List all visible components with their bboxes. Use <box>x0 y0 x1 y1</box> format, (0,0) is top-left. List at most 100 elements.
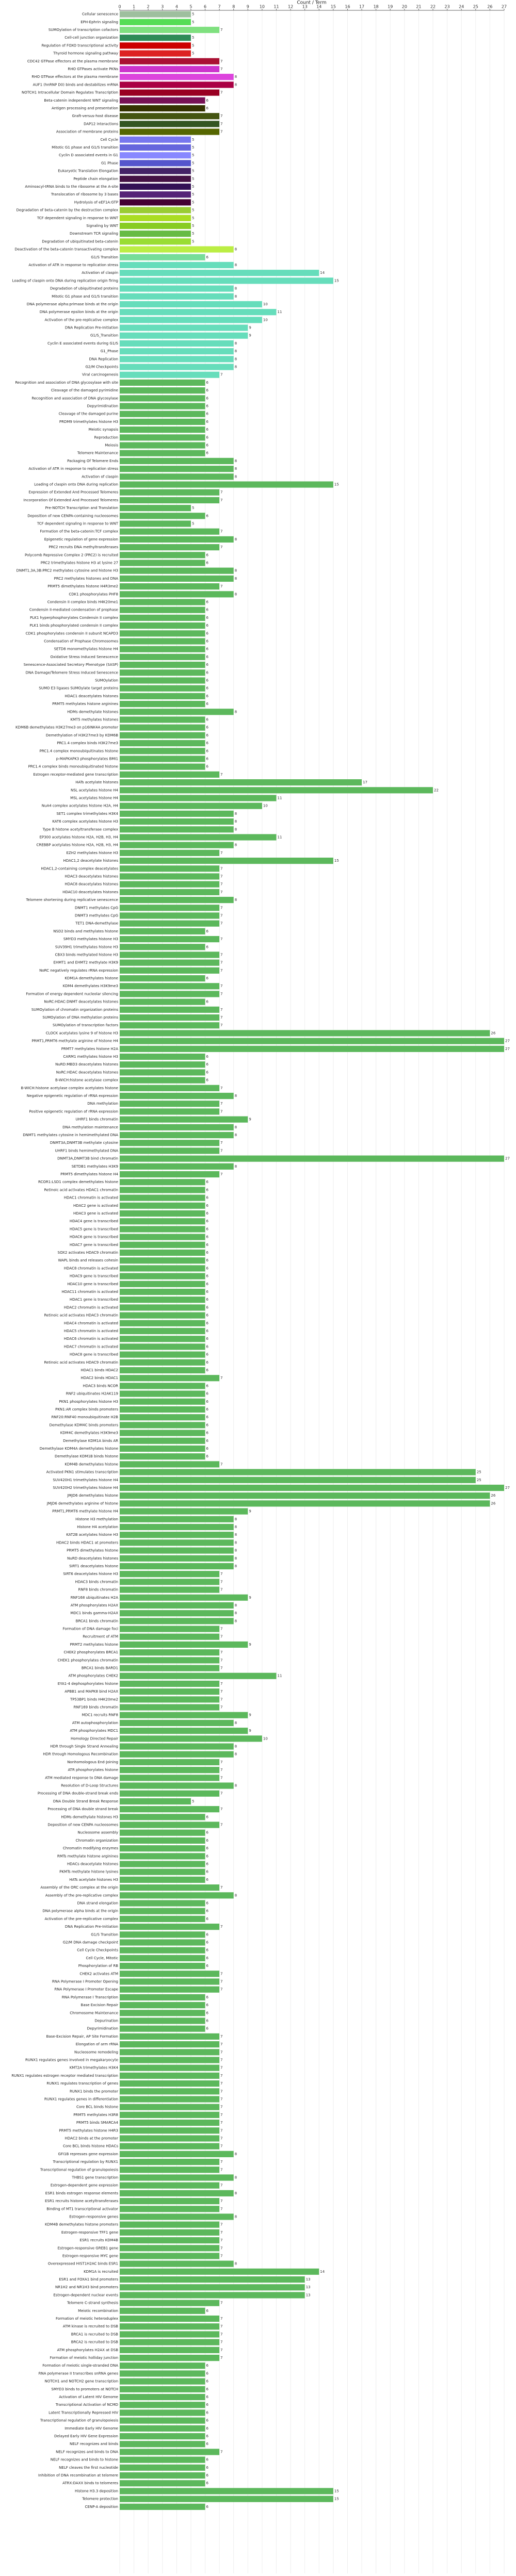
bar <box>120 1108 220 1115</box>
bar <box>120 277 333 284</box>
y-tick-label: Demethylase KDM1B binds histone <box>55 1454 118 1458</box>
bar <box>120 1680 220 1687</box>
value-label: 7 <box>220 2074 222 2078</box>
value-label: 25 <box>477 1470 481 1474</box>
y-tick-label: UHRF1 binds chromatin <box>75 1118 118 1122</box>
y-tick-label: Deposition of new CENPA-containing nucle… <box>27 514 118 518</box>
y-tick-label: SUMOylation <box>95 678 118 682</box>
y-tick-label: NELF recognizes and binds to DNA <box>56 2450 118 2454</box>
value-label: 7 <box>220 1588 222 1592</box>
value-label: 6 <box>206 1400 209 1404</box>
value-label: 7 <box>220 2042 222 2046</box>
y-tick-label: ATM autophosphorylation <box>72 1721 118 1725</box>
bar <box>120 646 205 652</box>
y-tick-label: HDAC11 chromatin is activated <box>61 1290 118 1294</box>
bar <box>120 1406 205 1413</box>
y-tick-label: CDC42 GTPase effectors at the plasma mem… <box>27 59 118 63</box>
value-label: 7 <box>220 2168 222 2172</box>
y-tick-label: Cleavage of the damaged pyrimidine <box>51 388 118 392</box>
y-tick-label: Estrogen-responsive TFF1 gene <box>61 2230 118 2235</box>
bar <box>120 1532 234 1538</box>
y-tick-label: Chromatin modifying enzymes <box>63 1846 118 1850</box>
value-label: 6 <box>206 1407 209 1412</box>
bar <box>120 2362 205 2369</box>
bar <box>120 489 220 496</box>
y-tick-label: Polycomb Repressive Complex 2 (PRC2) is … <box>25 553 118 557</box>
y-tick-label: ESR1 and FOXA1 bind promoters <box>59 2277 118 2282</box>
y-tick-label: RNF168 ubiquitinates H2A <box>71 1596 118 1600</box>
bar <box>120 1265 205 1272</box>
y-tick-label: HDAC7 chromatin is activated <box>64 1344 118 1349</box>
bar <box>120 113 220 120</box>
bar <box>120 1383 205 1389</box>
value-label: 7 <box>220 1689 222 1694</box>
value-label: 6 <box>206 1384 209 1388</box>
bar <box>120 1398 205 1405</box>
y-tick-label: HDAC8 deacetylates histones <box>65 882 119 887</box>
value-label: 9 <box>249 1596 251 1600</box>
y-tick-label: PRMT5 methylates histone H4R3 <box>59 2128 118 2132</box>
value-label: 8 <box>235 2262 237 2266</box>
y-tick-label: UHRF1 binds hemimethylated DNA <box>55 1148 119 1153</box>
y-tick-label: Cyclin D associated events in G1 <box>59 153 118 157</box>
y-tick-label: PRMT5 methylates histone arginines <box>52 702 118 706</box>
value-label: 6 <box>206 2019 209 2023</box>
y-tick-label: Immediate Early HIV Genome <box>64 2426 118 2431</box>
bar <box>120 1006 220 1013</box>
bar <box>120 1241 205 1248</box>
y-tick-label: SUV420H1 trimethylates histone H4 <box>53 1478 118 1482</box>
y-tick-label: Pre-NOTCH Transcription and Translation <box>45 506 118 510</box>
value-label: 8 <box>235 263 237 267</box>
y-tick-label: Senescence-Associated Secretory Phenotyp… <box>24 663 119 667</box>
value-label: 6 <box>206 381 209 385</box>
y-tick-label: TCF dependent signaling in response to W… <box>37 522 119 526</box>
y-tick-label: SUMOylation of transcription factors <box>53 1023 118 1027</box>
y-tick-label: CDK1 phosphorylates PHF8 <box>69 592 118 596</box>
y-tick-label: Estrogen receptor-mediated gene transcri… <box>33 773 118 777</box>
y-tick-label: SUMOylation of DNA methylation proteins <box>42 1015 118 1020</box>
y-tick-label: DNA Double Strand Break Response <box>53 1799 118 1803</box>
bar <box>120 238 191 245</box>
value-label: 15 <box>334 859 339 863</box>
value-label: 5 <box>192 12 194 17</box>
bar <box>120 1579 220 1585</box>
value-label: 15 <box>334 278 339 283</box>
y-tick-label: DNA methylation <box>87 1102 118 1106</box>
y-tick-label: MSL acetylates histone H4 <box>70 796 118 800</box>
bar <box>120 2354 220 2361</box>
value-label: 6 <box>206 1314 209 1318</box>
y-tick-label: Retinoic acid activates HDAC3 chromatin <box>44 1314 118 1318</box>
bar <box>120 1367 205 1374</box>
bar <box>120 356 234 363</box>
bar <box>120 583 220 590</box>
bar <box>120 724 205 731</box>
value-label: 8 <box>235 1603 237 1607</box>
y-tick-label: PRMT5 dimethylates histone H4R3me2 <box>47 584 118 588</box>
value-label: 7 <box>220 992 222 996</box>
value-label: 6 <box>206 1846 209 1850</box>
value-label: 6 <box>206 600 209 604</box>
value-label: 7 <box>220 91 222 95</box>
bar <box>120 2151 234 2157</box>
y-tick-label: Peptide chain elongation <box>73 177 118 181</box>
value-label: 6 <box>206 741 209 745</box>
x-tick-label: 19 <box>388 5 393 9</box>
value-label: 6 <box>206 1392 209 1396</box>
y-tick-label: SETD8 monomethylates histone H4 <box>54 647 119 651</box>
value-label: 6 <box>206 2473 209 2477</box>
y-tick-label: HDAC1 deacetylates histones <box>65 694 119 698</box>
value-label: 7 <box>220 2332 222 2336</box>
y-tick-label: RHO GTPases activate PKNs <box>68 67 118 71</box>
value-label: 7 <box>220 2105 222 2109</box>
value-label: 7 <box>220 545 222 549</box>
y-tick-label: RNF2 ubiquitinates H2AK119 <box>66 1392 118 1396</box>
value-label: 7 <box>220 1141 222 1145</box>
y-tick-label: HDAC4 gene is transcribed <box>70 1219 118 1223</box>
bar <box>120 231 191 237</box>
bar <box>120 638 205 645</box>
value-label: 14 <box>320 2270 325 2274</box>
y-tick-label: CARM1 methylates histone H3 <box>63 1055 118 1059</box>
value-label: 5 <box>192 224 194 228</box>
y-tick-label: KMT2A trimethylates H3K4 <box>70 2066 119 2070</box>
bar <box>120 912 220 919</box>
